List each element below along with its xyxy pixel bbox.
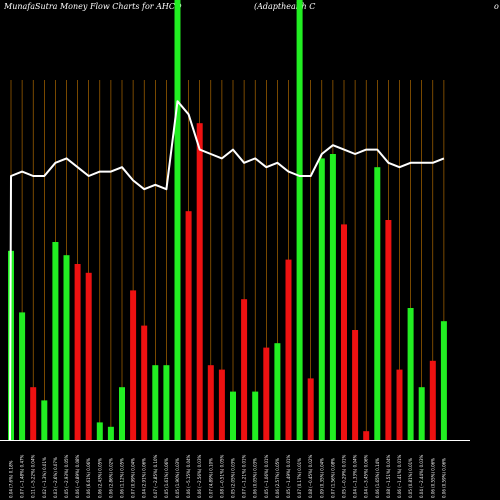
x-tick-label: 0.07 (−1.48%) 0.47% xyxy=(20,454,25,498)
x-tick-label: 0.09 (0.35%) 0.04% xyxy=(319,458,324,498)
money-flow-bar xyxy=(141,325,148,440)
x-tick-label: 0.04 (2.91%) 0.06% xyxy=(142,458,147,498)
money-flow-bar xyxy=(196,123,203,440)
x-tick-label: 0.02 (−1.3%) 0.01% xyxy=(42,457,47,498)
money-flow-bar xyxy=(230,391,236,440)
x-tick-label: 0.07 (−1.21%) 0.01% xyxy=(242,454,247,498)
x-tick-label: 0.04 (7.6%) 0.18% xyxy=(9,460,14,498)
title-left: MunafaSutra Money Flow Charts for AHCO xyxy=(4,2,182,11)
money-flow-bar xyxy=(63,255,70,440)
x-tick-label: 0.07 (4.89%) 0.10% xyxy=(208,458,213,498)
money-flow-bar xyxy=(52,242,59,440)
x-tick-label: 0.07 (1.56%) 0.08% xyxy=(330,458,335,498)
x-tick-label: 0.07 (0.99%) 0.04% xyxy=(131,458,136,498)
money-flow-bar xyxy=(418,387,425,440)
x-tick-label: 0.06 (−1.41%) 0.01% xyxy=(397,454,402,498)
money-flow-bar xyxy=(341,224,347,440)
money-flow-bar xyxy=(19,312,26,440)
x-tick-label: 0.06 (2.57%) 0.05% xyxy=(275,458,280,498)
money-flow-bar xyxy=(396,369,403,440)
money-flow-bar xyxy=(274,343,281,440)
x-tick-label: 0.06 (0.59%) 0.06% xyxy=(441,458,446,498)
x-tick-label: 0.05 (−2.93%) 0.05% xyxy=(64,454,69,498)
flow-line xyxy=(9,100,445,441)
money-flow-bar xyxy=(119,387,125,440)
chart-title: MunafaSutra Money Flow Charts for AHCO (A… xyxy=(4,2,500,11)
x-tick-label: 0.06 (−0.89%) 0.08% xyxy=(75,454,80,498)
x-tick-label: 0.08 (−0.51%) 0.05% xyxy=(219,454,224,498)
money-flow-bar xyxy=(30,387,37,440)
x-tick-label: 0.06 (2.86%) 0.02% xyxy=(108,458,113,498)
x-tick-label: 0.05 (1.90%) 0.03% xyxy=(175,458,180,498)
x-tick-label: 0.07 (0.17%) 0.01% xyxy=(297,458,302,498)
money-flow-bar xyxy=(41,400,48,440)
money-flow-bar xyxy=(241,299,248,440)
title-right: o xyxy=(494,2,499,11)
money-flow-bar xyxy=(440,321,447,440)
money-flow-bar xyxy=(130,290,137,440)
x-tick-label: 0.06 (0.55%) 0.06% xyxy=(430,458,435,498)
x-tick-label: 0.11 (−5.22%) 0.04% xyxy=(31,454,36,498)
money-flow-bar xyxy=(152,365,159,440)
money-flow-bar xyxy=(85,272,92,440)
money-flow-bar xyxy=(207,365,214,440)
x-tick-label: 0.06 (1.12%) 0.05% xyxy=(120,458,125,498)
x-tick-label: 0.07 (−2.85%) 0.10% xyxy=(153,454,158,498)
money-flow-bar xyxy=(385,220,392,440)
x-tick-label: 0.05 (1.61%) 0.06% xyxy=(164,458,169,498)
x-tick-label: 0.05 (−1.06%) 0.01% xyxy=(264,454,269,498)
bars xyxy=(8,0,447,440)
money-flow-bar xyxy=(352,330,359,440)
x-tick-label: 0.05 (0.81%) 0.01% xyxy=(408,458,413,498)
money-flow-bar xyxy=(307,378,314,440)
x-tick-label: 0.04 (−3.45%) 0.06% xyxy=(364,454,369,498)
x-tick-label: 0.06 (2.43%) 0.05% xyxy=(97,458,102,498)
x-tick-label: 0.06 (6.61%) 0.06% xyxy=(86,458,91,498)
x-tick-label: 0.06 (−2.56%) 0.03% xyxy=(197,454,202,498)
flow-line-layer xyxy=(9,100,445,441)
x-tick-label: 0.08 (−0.45%) 0.02% xyxy=(308,454,313,498)
money-flow-bar xyxy=(96,422,103,440)
money-flow-bar xyxy=(363,431,370,440)
money-flow-bar xyxy=(163,365,170,440)
money-flow-bar xyxy=(252,391,259,440)
money-flow-bar xyxy=(407,308,414,440)
money-flow-bar xyxy=(218,369,225,440)
x-tick-label: 0.08 (−1.51%) 0.04% xyxy=(386,454,391,498)
x-tick-label: 0.03 (−2.6%) 0.07% xyxy=(53,457,58,498)
money-flow-bar xyxy=(374,167,381,440)
money-flow-bar xyxy=(263,347,270,440)
x-tick-label: 0.04 (−1.33%) 0.04% xyxy=(353,454,358,498)
money-flow-bar xyxy=(185,211,192,440)
money-flow-bar xyxy=(429,360,436,440)
money-flow-bar xyxy=(329,154,336,440)
x-tick-labels: 0.04 (7.6%) 0.18% 0.07 (−1.48%) 0.47% 0.11… xyxy=(9,454,447,498)
money-flow-bar xyxy=(296,0,303,440)
x-tick-label: 0.05 (2.05%) 0.03% xyxy=(231,458,236,498)
money-flow-bar xyxy=(74,264,81,440)
title-mid: (Adapthealth C xyxy=(254,2,316,11)
x-tick-label: 0.06 (1.65%) 0.14% xyxy=(375,458,380,498)
x-tick-label: 0.05 (−1.49%) 0.01% xyxy=(286,454,291,498)
x-tick-label: 0.05 (−0.29%) 0.01% xyxy=(342,454,347,498)
money-flow-bar xyxy=(318,158,325,440)
x-tick-label: 0.04 (−2.44%) 0.03% xyxy=(419,454,424,498)
money-flow-bar xyxy=(174,0,181,440)
x-tick-label: 0.06 (−5.15%) 0.04% xyxy=(186,454,191,498)
x-tick-label: 0.06 (0.05%) 0.03% xyxy=(253,458,258,498)
money-flow-bar xyxy=(107,426,114,440)
money-flow-bar xyxy=(285,259,292,440)
